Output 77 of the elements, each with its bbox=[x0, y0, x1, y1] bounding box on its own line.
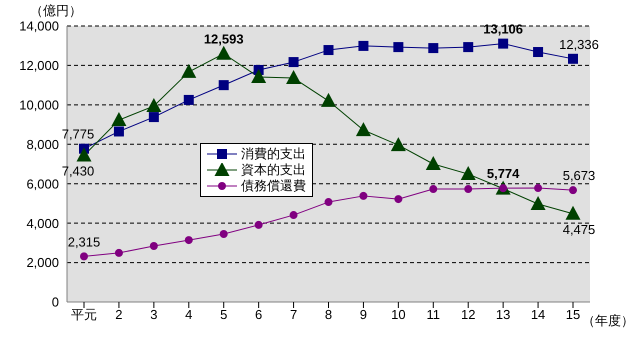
x-tick-label: 平元 bbox=[71, 307, 97, 322]
point bbox=[150, 242, 158, 250]
point bbox=[463, 42, 474, 52]
data-label: 7,430 bbox=[62, 164, 94, 179]
x-tick-label: 10 bbox=[391, 307, 406, 322]
legend-label: 消費的支出 bbox=[241, 145, 306, 163]
point bbox=[428, 43, 438, 54]
point bbox=[568, 54, 578, 64]
y-tick-label: 4,000 bbox=[26, 216, 59, 231]
data-label: 7,775 bbox=[62, 126, 94, 142]
y-tick-label: 2,000 bbox=[26, 255, 59, 270]
y-tick-label: 6,000 bbox=[26, 176, 59, 192]
point bbox=[181, 64, 196, 78]
point bbox=[254, 220, 263, 229]
point bbox=[358, 40, 368, 51]
data-label: 5,774 bbox=[486, 166, 520, 182]
point bbox=[251, 69, 266, 84]
point bbox=[394, 195, 402, 204]
point bbox=[530, 196, 546, 210]
x-tick-label: 11 bbox=[426, 307, 440, 322]
y-tick-label: 14,000 bbox=[19, 18, 59, 34]
point bbox=[569, 186, 577, 194]
point bbox=[216, 46, 232, 60]
y-tick-label: 10,000 bbox=[19, 97, 59, 112]
x-tick-label: 6 bbox=[255, 307, 262, 322]
point bbox=[286, 70, 302, 84]
x-tick-label: 7 bbox=[290, 307, 298, 322]
point bbox=[76, 148, 92, 162]
point bbox=[534, 184, 542, 192]
point bbox=[464, 185, 472, 194]
x-tick-label: 4 bbox=[185, 307, 192, 322]
point bbox=[390, 137, 406, 152]
data-label: 12,593 bbox=[204, 32, 244, 47]
point bbox=[111, 112, 126, 126]
point bbox=[429, 185, 438, 194]
point bbox=[393, 42, 404, 52]
x-tick-label: 5 bbox=[220, 307, 228, 322]
data-label: 5,673 bbox=[562, 168, 596, 184]
point bbox=[114, 248, 123, 257]
point bbox=[80, 252, 88, 260]
point bbox=[288, 57, 299, 68]
x-tick-label: 14 bbox=[530, 307, 546, 322]
point bbox=[146, 98, 162, 112]
x-axis-title: （年度） bbox=[582, 312, 634, 330]
point bbox=[426, 156, 441, 170]
point bbox=[324, 198, 332, 206]
legend-label: 債務償還費 bbox=[241, 177, 306, 195]
point bbox=[184, 94, 194, 105]
y-axis-title: （億円） bbox=[30, 2, 82, 20]
y-tick-label: 0 bbox=[52, 294, 59, 310]
point bbox=[460, 166, 476, 180]
point bbox=[533, 47, 544, 58]
y-tick-label: 12,000 bbox=[19, 58, 59, 74]
point bbox=[114, 126, 124, 136]
point bbox=[218, 80, 229, 90]
point bbox=[321, 92, 336, 107]
x-tick-label: 2 bbox=[115, 307, 123, 322]
point bbox=[220, 230, 228, 238]
point bbox=[498, 38, 508, 49]
x-tick-label: 15 bbox=[566, 307, 580, 322]
y-tick-label: 8,000 bbox=[26, 136, 59, 152]
x-tick-label: 13 bbox=[496, 307, 510, 322]
x-tick-label: 9 bbox=[360, 307, 368, 322]
data-label: 12,336 bbox=[559, 36, 599, 52]
point bbox=[324, 45, 334, 56]
data-label: 4,475 bbox=[562, 222, 596, 237]
point bbox=[359, 192, 368, 200]
x-tick-label: 3 bbox=[150, 307, 158, 322]
legend-label: 資本的支出 bbox=[241, 161, 306, 179]
x-tick-label: 8 bbox=[324, 307, 332, 322]
point bbox=[184, 236, 193, 244]
data-label: 2,315 bbox=[68, 234, 100, 250]
point bbox=[290, 211, 298, 220]
x-tick-label: 12 bbox=[460, 307, 476, 322]
point bbox=[566, 206, 580, 220]
point bbox=[356, 122, 371, 136]
point bbox=[148, 112, 159, 122]
